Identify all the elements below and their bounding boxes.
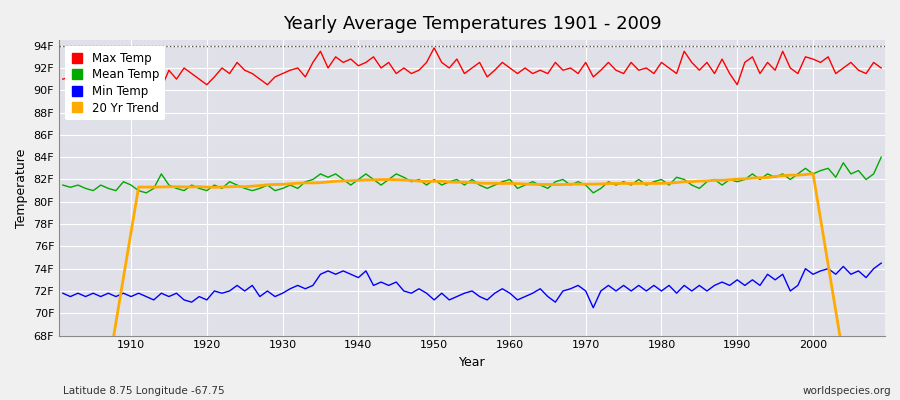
Text: worldspecies.org: worldspecies.org [803, 386, 891, 396]
Text: Latitude 8.75 Longitude -67.75: Latitude 8.75 Longitude -67.75 [63, 386, 225, 396]
X-axis label: Year: Year [459, 356, 485, 369]
Legend: Max Temp, Mean Temp, Min Temp, 20 Yr Trend: Max Temp, Mean Temp, Min Temp, 20 Yr Tre… [65, 46, 166, 120]
Y-axis label: Temperature: Temperature [15, 148, 28, 228]
Title: Yearly Average Temperatures 1901 - 2009: Yearly Average Temperatures 1901 - 2009 [283, 15, 662, 33]
